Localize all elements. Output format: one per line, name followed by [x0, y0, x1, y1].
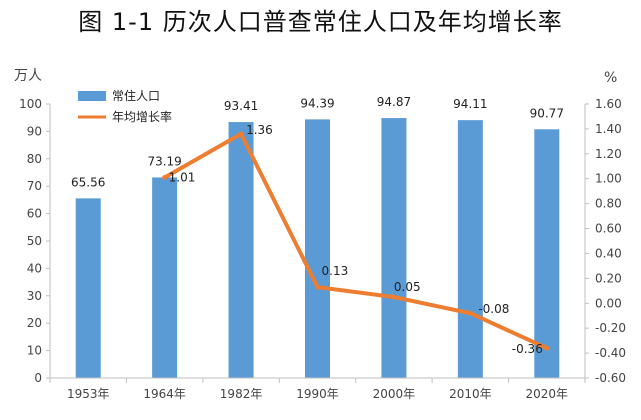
growth-rate-point	[391, 294, 397, 300]
chart-title: 图 1-1 历次人口普查常住人口及年均增长率	[78, 8, 563, 36]
left-axis-tick-label: 70	[27, 179, 42, 193]
right-axis-tick-label: 1.00	[595, 172, 622, 186]
left-axis-tick-label: 40	[27, 261, 42, 275]
population-bar	[381, 118, 407, 378]
right-axis-tick-label: 0.80	[595, 197, 622, 211]
population-value-label: 94.39	[300, 96, 334, 110]
right-axis-tick-label: 1.60	[595, 97, 622, 111]
growth-rate-point	[315, 284, 320, 290]
x-axis-tick-label: 1953年	[67, 387, 110, 401]
population-bar	[228, 122, 254, 378]
right-axis-tick-label: -0.40	[595, 346, 626, 360]
right-axis-tick-label: 1.20	[595, 147, 622, 161]
right-axis-tick-label: 1.40	[595, 122, 622, 136]
right-axis-tick-label: 0.00	[595, 296, 622, 310]
growth-rate-value-label: 1.01	[169, 170, 196, 184]
population-bar	[152, 177, 178, 378]
x-axis-tick-label: 1982年	[220, 387, 263, 401]
growth-rate-value-label: -0.36	[512, 342, 543, 356]
growth-rate-value-label: 1.36	[246, 123, 273, 137]
population-bar	[534, 129, 560, 378]
population-value-label: 73.19	[147, 154, 181, 168]
growth-rate-line	[162, 131, 549, 351]
population-value-label: 94.11	[453, 97, 487, 111]
growth-rate-point	[544, 345, 550, 351]
left-axis-tick-label: 100	[19, 97, 42, 111]
population-bar	[457, 120, 483, 378]
left-axis-tick-label: 20	[27, 316, 42, 330]
left-axis-tick-label: 80	[27, 152, 42, 166]
growth-rate-value-label: 0.05	[394, 280, 421, 294]
growth-rate-value-label: -0.08	[478, 302, 509, 316]
left-axis-tick-label: 10	[27, 344, 42, 358]
right-axis-tick-label: -0.20	[595, 321, 626, 335]
left-axis: 0 10 20 30 40 50 60 70 80 90 100 万人	[14, 68, 51, 385]
population-bar	[305, 119, 330, 378]
growth-rate-point	[238, 131, 244, 137]
left-axis-tick-label: 90	[27, 124, 42, 138]
left-axis-tick-label: 50	[27, 234, 42, 248]
x-axis-tick-label: 1990年	[296, 387, 339, 401]
left-axis-tick-label: 0	[34, 371, 42, 385]
right-axis-unit: %	[604, 70, 617, 86]
legend-line-label: 年均增长率	[112, 109, 172, 124]
x-axis-tick-label: 2010年	[449, 387, 492, 401]
right-axis-tick-label: 0.60	[595, 222, 622, 236]
right-axis-tick-label: 0.20	[595, 271, 622, 285]
right-axis-tick-label: -0.60	[595, 371, 626, 385]
left-axis-tick-label: 30	[27, 289, 42, 303]
population-value-label: 90.77	[530, 106, 564, 120]
population-value-label: 93.41	[224, 99, 258, 113]
population-value-label: 94.87	[377, 95, 411, 109]
x-axis-tick-label: 2000年	[373, 387, 416, 401]
right-axis-tick-label: 0.40	[595, 246, 622, 260]
line-series: 1.01 1.36 0.13 0.05 -0.08 -0.36	[162, 123, 550, 356]
left-axis-tick-label: 60	[27, 207, 42, 221]
population-value-label: 65.56	[71, 175, 105, 189]
growth-rate-point	[467, 310, 473, 316]
growth-rate-value-label: 0.13	[322, 264, 349, 278]
bar-series: 65.56 73.19 93.41 94.39 94.87 94.11 90.77	[71, 95, 564, 378]
legend-bar-swatch	[78, 91, 106, 101]
x-axis: 1953年 1964年 1982年 1990年 2000年 2010年 2020年	[49, 377, 586, 401]
right-axis: -0.60 -0.40 -0.20 0.00 0.20 0.40 0.60 0.80 1.00 1…	[584, 70, 626, 385]
growth-rate-point	[162, 174, 168, 180]
population-bar	[75, 198, 101, 378]
x-axis-tick-label: 1964年	[143, 387, 186, 401]
left-axis-unit: 万人	[14, 68, 42, 84]
x-axis-tick-label: 2020年	[526, 387, 569, 401]
legend-bar-label: 常住人口	[112, 89, 160, 103]
